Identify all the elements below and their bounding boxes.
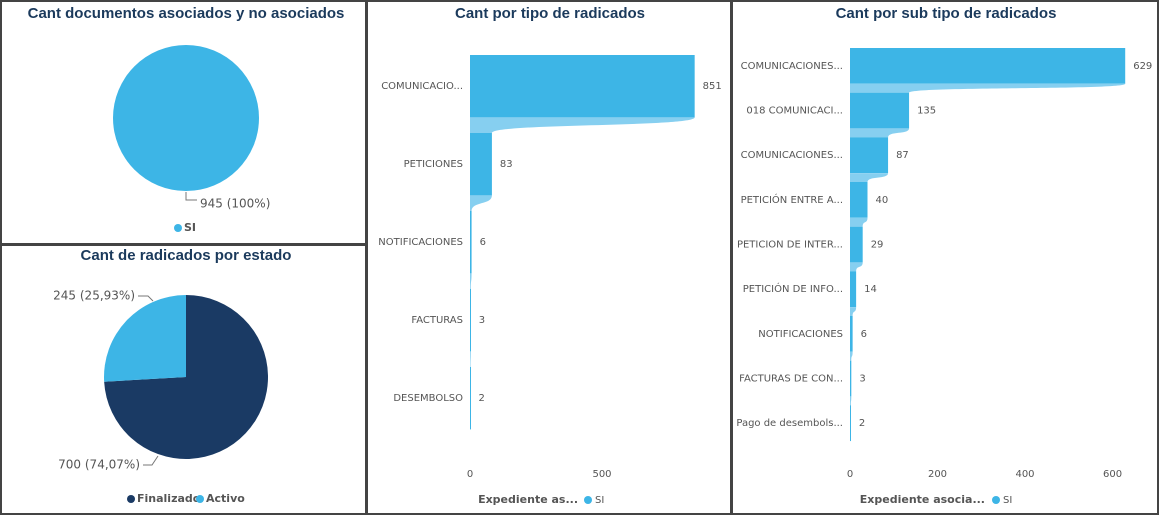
- data-label: 945 (100%): [200, 197, 270, 211]
- legend-dot: [584, 496, 592, 504]
- value-label: 2: [859, 418, 865, 429]
- pie-slice: [104, 295, 186, 382]
- funnel-connector: [850, 173, 889, 182]
- legend-label: SI: [184, 221, 196, 234]
- value-label: 6: [861, 329, 867, 340]
- legend-label: Finalizado: [137, 492, 201, 505]
- funnel-connector: [850, 351, 853, 361]
- value-label: 87: [896, 150, 909, 161]
- funnel-connector: [470, 351, 471, 367]
- legend-dot: [174, 224, 182, 232]
- x-tick-label: 0: [467, 469, 473, 480]
- value-label: 29: [871, 240, 884, 251]
- value-label: 6: [480, 237, 486, 248]
- x-tick-label: 400: [1015, 469, 1034, 480]
- pie-slice: [113, 45, 259, 191]
- x-tick-label: 0: [847, 469, 853, 480]
- funnel-connector: [850, 307, 857, 316]
- value-label: 2: [479, 393, 485, 404]
- bar: [850, 405, 851, 442]
- bar: [850, 360, 852, 397]
- legend-dot: [992, 496, 1000, 504]
- value-label: 851: [703, 81, 722, 92]
- bar: [470, 211, 472, 274]
- pie-slice: [104, 295, 268, 459]
- funnel-connector: [850, 83, 1126, 93]
- bar: [850, 226, 863, 263]
- value-label: 135: [917, 106, 936, 117]
- bar: [470, 367, 471, 430]
- label-leader: [138, 295, 154, 302]
- funnel-connector: [470, 117, 695, 133]
- value-label: 3: [479, 315, 485, 326]
- y-tick-label: PETICION DE INTER...: [737, 240, 843, 251]
- funnel-connector: [850, 128, 910, 138]
- funnel-connector: [470, 273, 472, 289]
- legend-dot: [127, 495, 135, 503]
- y-tick-label: NOTIFICACIONES: [378, 237, 463, 248]
- label-leader: [185, 192, 197, 201]
- y-tick-label: PETICIONES: [404, 159, 463, 170]
- bar: [470, 55, 695, 118]
- funnel-connector: [850, 396, 852, 406]
- funnel-connector: [850, 217, 868, 227]
- chart-title: Cant de radicados por estado: [81, 247, 292, 264]
- panel-frame: [731, 0, 1159, 515]
- x-tick-label: 600: [1103, 469, 1122, 480]
- chart-title: Cant documentos asociados y no asociados: [28, 5, 345, 22]
- legend-label: Activo: [206, 492, 245, 505]
- y-tick-label: FACTURAS DE CON...: [739, 374, 843, 385]
- y-tick-label: COMUNICACIO...: [381, 81, 463, 92]
- legend-title: Expediente asocia...: [860, 493, 985, 506]
- bar: [850, 316, 853, 352]
- bar: [850, 137, 889, 174]
- funnel-connector: [470, 195, 492, 211]
- data-label: 700 (74,07%): [58, 458, 140, 472]
- bar: [850, 92, 910, 129]
- value-label: 3: [859, 374, 865, 385]
- value-label: 629: [1133, 61, 1152, 72]
- funnel-connector: [850, 262, 863, 272]
- bar: [470, 289, 471, 352]
- legend-dot: [196, 495, 204, 503]
- legend-label: SI: [595, 495, 604, 506]
- bar: [850, 271, 857, 308]
- y-tick-label: NOTIFICACIONES: [758, 329, 843, 340]
- value-label: 83: [500, 159, 513, 170]
- data-label: 245 (25,93%): [53, 289, 135, 303]
- label-leader: [143, 455, 159, 466]
- y-tick-label: COMUNICACIONES...: [741, 150, 843, 161]
- y-tick-label: 018 COMUNICACI...: [746, 106, 843, 117]
- y-tick-label: PETICIÓN DE INFO...: [743, 282, 843, 295]
- y-tick-label: FACTURAS: [411, 315, 463, 326]
- y-tick-label: COMUNICACIONES...: [741, 61, 843, 72]
- x-tick-label: 500: [592, 469, 611, 480]
- legend-title: Expediente as...: [478, 493, 578, 506]
- y-tick-label: Pago de desembols...: [736, 418, 843, 429]
- chart-title: Cant por sub tipo de radicados: [836, 5, 1057, 22]
- value-label: 14: [864, 284, 877, 295]
- x-tick-label: 200: [928, 469, 947, 480]
- bar: [850, 48, 1126, 84]
- bar: [470, 133, 492, 196]
- bar: [850, 182, 868, 218]
- y-tick-label: DESEMBOLSO: [393, 393, 463, 404]
- y-tick-label: PETICIÓN ENTRE A...: [741, 193, 843, 206]
- legend-label: SI: [1003, 495, 1012, 506]
- value-label: 40: [876, 195, 889, 206]
- chart-title: Cant por tipo de radicados: [455, 5, 645, 22]
